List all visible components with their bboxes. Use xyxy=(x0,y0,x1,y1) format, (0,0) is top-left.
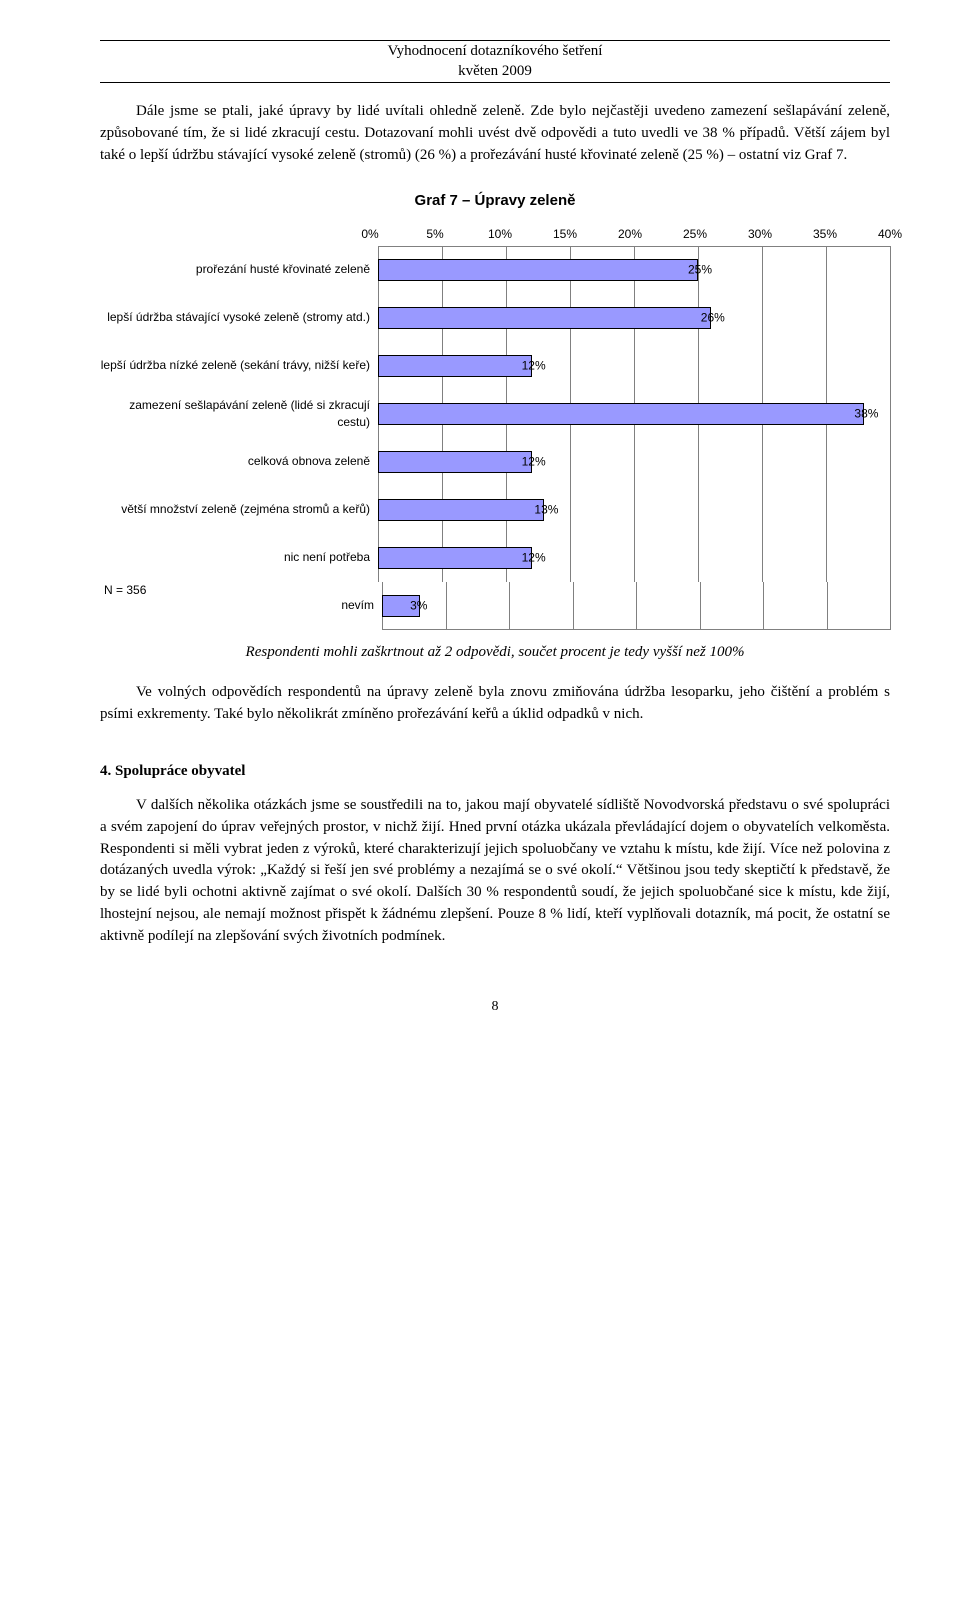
axis-tick-label: 0% xyxy=(361,226,378,243)
chart-bar xyxy=(378,547,532,569)
chart-graf-7: 0%5%10%15%20%25%30%35%40%prořezání husté… xyxy=(100,226,890,630)
axis-tick-label: 15% xyxy=(553,226,577,243)
chart-row-label: celková obnova zeleně xyxy=(100,438,378,486)
chart-bar-value: 12% xyxy=(522,549,546,566)
page-number: 8 xyxy=(100,997,890,1017)
chart-plot-cell: 12% xyxy=(378,438,890,486)
chart-plot-cell: 12% xyxy=(378,342,890,390)
chart-plot-cell: 25% xyxy=(378,246,890,294)
page-header: Vyhodnocení dotazníkového šetření květen… xyxy=(100,40,890,83)
paragraph-2: Ve volných odpovědích respondentů na úpr… xyxy=(100,682,890,726)
axis-tick-label: 10% xyxy=(488,226,512,243)
chart-bar xyxy=(378,307,711,329)
chart-bar xyxy=(378,403,864,425)
chart-plot-cell: 38% xyxy=(378,390,890,438)
chart-bar-value: 25% xyxy=(688,261,712,278)
header-title-2: květen 2009 xyxy=(100,62,890,82)
chart-row-label: lepší údržba nízké zeleně (sekání trávy,… xyxy=(100,342,378,390)
chart-bar-value: 26% xyxy=(701,309,725,326)
chart-plot-cell: 13% xyxy=(378,486,890,534)
axis-tick-label: 40% xyxy=(878,226,902,243)
chart-bar xyxy=(378,355,532,377)
paragraph-1: Dále jsme se ptali, jaké úpravy by lidé … xyxy=(100,101,890,166)
axis-tick-label: 30% xyxy=(748,226,772,243)
chart-plot-cell: 3% xyxy=(382,582,890,630)
chart-title: Graf 7 – Úpravy zeleně xyxy=(100,190,890,212)
chart-plot-cell: 26% xyxy=(378,294,890,342)
header-title-1: Vyhodnocení dotazníkového šetření xyxy=(100,42,890,62)
chart-bar-value: 12% xyxy=(522,357,546,374)
axis-tick-label: 35% xyxy=(813,226,837,243)
chart-row-label: nevím xyxy=(224,582,382,630)
chart-row-label: lepší údržba stávající vysoké zeleně (st… xyxy=(100,294,378,342)
axis-tick-label: 5% xyxy=(426,226,443,243)
chart-bar-value: 13% xyxy=(534,501,558,518)
axis-tick-label: 25% xyxy=(683,226,707,243)
chart-bar-value: 3% xyxy=(410,597,427,614)
axis-tick-label: 20% xyxy=(618,226,642,243)
chart-row-label: prořezání husté křovinaté zeleně xyxy=(100,246,378,294)
chart-row-label: nic není potřeba xyxy=(100,534,378,582)
chart-bar xyxy=(378,451,532,473)
chart-row-label: větší množství zeleně (zejména stromů a … xyxy=(100,486,378,534)
section-heading-4: 4. Spolupráce obyvatel xyxy=(100,761,890,783)
chart-footnote: Respondenti mohli zaškrtnout až 2 odpově… xyxy=(100,642,890,664)
chart-bar-value: 12% xyxy=(522,453,546,470)
chart-n-label: N = 356 xyxy=(100,582,224,630)
chart-bar-value: 38% xyxy=(854,405,878,422)
paragraph-3: V dalších několika otázkách jsme se sous… xyxy=(100,795,890,947)
chart-row-label: zamezení sešlapávání zeleně (lidé si zkr… xyxy=(100,390,378,438)
chart-plot-cell: 12% xyxy=(378,534,890,582)
chart-bar xyxy=(378,259,698,281)
chart-bar xyxy=(378,499,544,521)
